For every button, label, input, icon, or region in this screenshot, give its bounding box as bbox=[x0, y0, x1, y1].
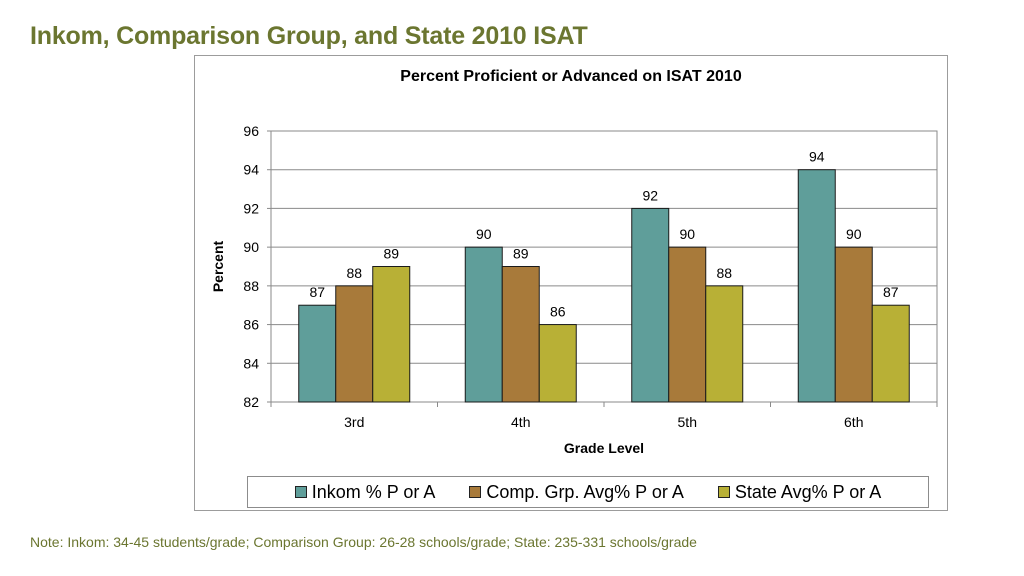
bar bbox=[298, 304, 337, 403]
bar bbox=[668, 246, 707, 403]
bar bbox=[464, 246, 503, 403]
data-label: 88 bbox=[346, 265, 362, 281]
x-axis-title: Grade Level bbox=[564, 440, 644, 456]
legend-label: State Avg% P or A bbox=[734, 481, 882, 502]
bar bbox=[631, 207, 670, 403]
footnote: Note: Inkom: 34-45 students/grade; Compa… bbox=[30, 534, 697, 550]
bar bbox=[705, 285, 744, 403]
data-label: 87 bbox=[883, 284, 899, 300]
data-label: 89 bbox=[513, 246, 529, 262]
y-tick-label: 82 bbox=[243, 394, 259, 410]
data-label: 90 bbox=[476, 226, 492, 242]
chart-title: Percent Proficient or Advanced on ISAT 2… bbox=[400, 68, 742, 85]
legend-label: Inkom % P or A bbox=[311, 481, 436, 502]
y-tick-label: 86 bbox=[243, 317, 259, 333]
data-label: 90 bbox=[846, 226, 862, 242]
data-label: 92 bbox=[642, 187, 658, 203]
bar bbox=[372, 266, 411, 403]
bar bbox=[797, 169, 836, 403]
bar bbox=[871, 304, 910, 403]
y-axis-title: Percent bbox=[210, 240, 226, 292]
bar-chart: 82 84 86 88 90 92 94 96 3rd 87 88 89 4th 90 89 86 5th 92 9… bbox=[210, 123, 938, 456]
data-label: 88 bbox=[716, 265, 732, 281]
legend-swatch bbox=[294, 486, 307, 498]
bar bbox=[501, 266, 540, 403]
bar bbox=[834, 246, 873, 403]
data-label: 87 bbox=[309, 284, 325, 300]
data-label: 90 bbox=[679, 226, 695, 242]
page-title: Inkom, Comparison Group, and State 2010 … bbox=[30, 22, 588, 50]
legend-label: Comp. Grp. Avg% P or A bbox=[486, 481, 684, 502]
y-tick-label: 88 bbox=[243, 278, 259, 294]
legend-item: State Avg% P or A bbox=[717, 481, 882, 503]
x-tick-label: 5th bbox=[678, 414, 697, 430]
x-tick-label: 6th bbox=[844, 414, 863, 430]
x-tick-label: 3rd bbox=[344, 414, 364, 430]
y-tick-label: 90 bbox=[243, 239, 259, 255]
legend-swatch bbox=[469, 486, 482, 498]
bar bbox=[335, 285, 374, 403]
legend-swatch bbox=[717, 486, 730, 498]
chart-area: Percent Proficient or Advanced on ISAT 2… bbox=[194, 55, 948, 511]
data-label: 94 bbox=[809, 149, 825, 165]
legend-item: Inkom % P or A bbox=[294, 481, 436, 503]
data-label: 89 bbox=[383, 246, 399, 262]
x-tick-label: 4th bbox=[511, 414, 530, 430]
legend-item: Comp. Grp. Avg% P or A bbox=[469, 481, 684, 503]
y-tick-label: 96 bbox=[243, 123, 259, 139]
data-label: 86 bbox=[550, 304, 566, 320]
y-tick-label: 92 bbox=[243, 200, 259, 216]
bar bbox=[538, 324, 577, 403]
chart-legend: Inkom % P or A Comp. Grp. Avg% P or A Stat… bbox=[247, 476, 929, 508]
y-tick-label: 84 bbox=[243, 355, 259, 371]
y-tick-label: 94 bbox=[243, 162, 259, 178]
